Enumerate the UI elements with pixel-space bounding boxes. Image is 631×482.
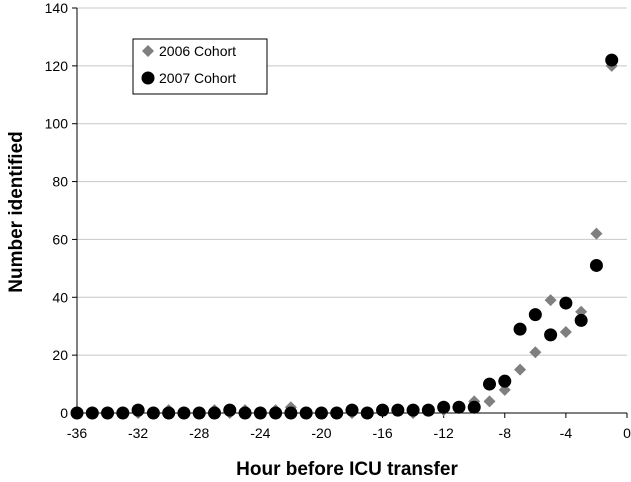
x-tick-label-3: -24 [250, 425, 270, 441]
point-2007-cohort-16 [314, 406, 328, 420]
point-2006-cohort-30 [529, 346, 542, 359]
x-tick-label-4: -20 [311, 425, 331, 441]
point-2007-cohort-25 [452, 400, 466, 414]
point-2007-cohort-12 [253, 406, 267, 420]
point-2007-cohort-10 [223, 403, 237, 417]
point-2007-cohort-8 [192, 406, 206, 420]
y-tick-label-2: 40 [52, 289, 68, 305]
point-2007-cohort-9 [208, 406, 221, 420]
point-2007-cohort-7 [177, 406, 191, 420]
x-tick-label-6: -12 [434, 425, 454, 441]
point-2006-cohort-31 [544, 294, 557, 307]
point-2006-cohort-27 [483, 395, 496, 408]
point-2007-cohort-30 [528, 308, 542, 322]
x-tick-label-8: -4 [560, 425, 573, 441]
legend-box [132, 38, 268, 95]
legend-marker-2007-cohort [141, 71, 155, 85]
point-2007-cohort-34 [589, 258, 603, 272]
y-tick-label-5: 100 [45, 116, 69, 132]
point-2007-cohort-32 [559, 296, 573, 310]
y-tick-label-1: 20 [52, 347, 68, 363]
legend-label-2006-cohort: 2006 Cohort [159, 43, 236, 59]
x-tick-label-1: -32 [128, 425, 148, 441]
point-2006-cohort-34 [590, 227, 603, 240]
x-tick-label-2: -28 [189, 425, 209, 441]
point-2007-cohort-6 [162, 406, 176, 420]
point-2007-cohort-18 [345, 403, 359, 417]
point-2006-cohort-32 [559, 326, 572, 338]
legend-label-2007-cohort: 2007 Cohort [159, 70, 236, 86]
y-tick-label-0: 0 [60, 405, 68, 421]
y-tick-label-3: 60 [52, 231, 68, 247]
x-tick-label-5: -16 [372, 425, 392, 441]
point-2007-cohort-20 [376, 403, 390, 417]
point-2007-cohort-24 [437, 400, 451, 414]
point-2007-cohort-5 [146, 406, 160, 420]
point-2007-cohort-11 [238, 406, 252, 420]
y-tick-label-7: 140 [45, 0, 69, 16]
point-2007-cohort-0 [70, 406, 84, 420]
point-2007-cohort-31 [544, 328, 558, 342]
x-tick-labels: -36 -32 -28 -24 -20 -16 -12 -8 -4 0 [67, 425, 631, 441]
legend-marker-2006-cohort [142, 45, 154, 57]
point-2007-cohort-33 [574, 313, 588, 327]
x-axis-title: Hour before ICU transfer [236, 459, 458, 480]
point-2007-cohort-35 [605, 53, 619, 67]
point-2007-cohort-21 [391, 403, 405, 417]
y-tick-label-4: 80 [52, 174, 68, 190]
point-2007-cohort-2 [101, 406, 115, 420]
point-2007-cohort-14 [284, 406, 298, 420]
point-2007-cohort-13 [269, 406, 283, 420]
point-2007-cohort-26 [467, 400, 481, 414]
y-axis-title: Number identified [6, 131, 27, 293]
y-tick-label-6: 120 [45, 58, 69, 74]
point-2007-cohort-27 [483, 377, 496, 391]
point-2007-cohort-23 [421, 403, 435, 417]
point-2007-cohort-15 [299, 406, 313, 420]
point-2007-cohort-3 [116, 406, 130, 420]
point-2007-cohort-1 [85, 406, 99, 420]
x-tick-label-7: -8 [499, 425, 512, 441]
point-2007-cohort-4 [131, 403, 145, 417]
data-points [70, 53, 619, 420]
legend: 2006 Cohort 2007 Cohort [132, 38, 268, 95]
y-tick-labels: 0 20 40 60 80 100 120 140 [45, 0, 69, 421]
point-2007-cohort-28 [498, 374, 512, 388]
point-2007-cohort-29 [513, 322, 527, 336]
point-2007-cohort-17 [330, 406, 344, 420]
gridlines [77, 7, 627, 356]
point-2006-cohort-29 [514, 363, 527, 376]
point-2007-cohort-22 [406, 403, 420, 417]
point-2007-cohort-19 [360, 406, 374, 420]
x-tick-label-9: 0 [623, 425, 631, 441]
x-tick-label-0: -36 [67, 425, 87, 441]
